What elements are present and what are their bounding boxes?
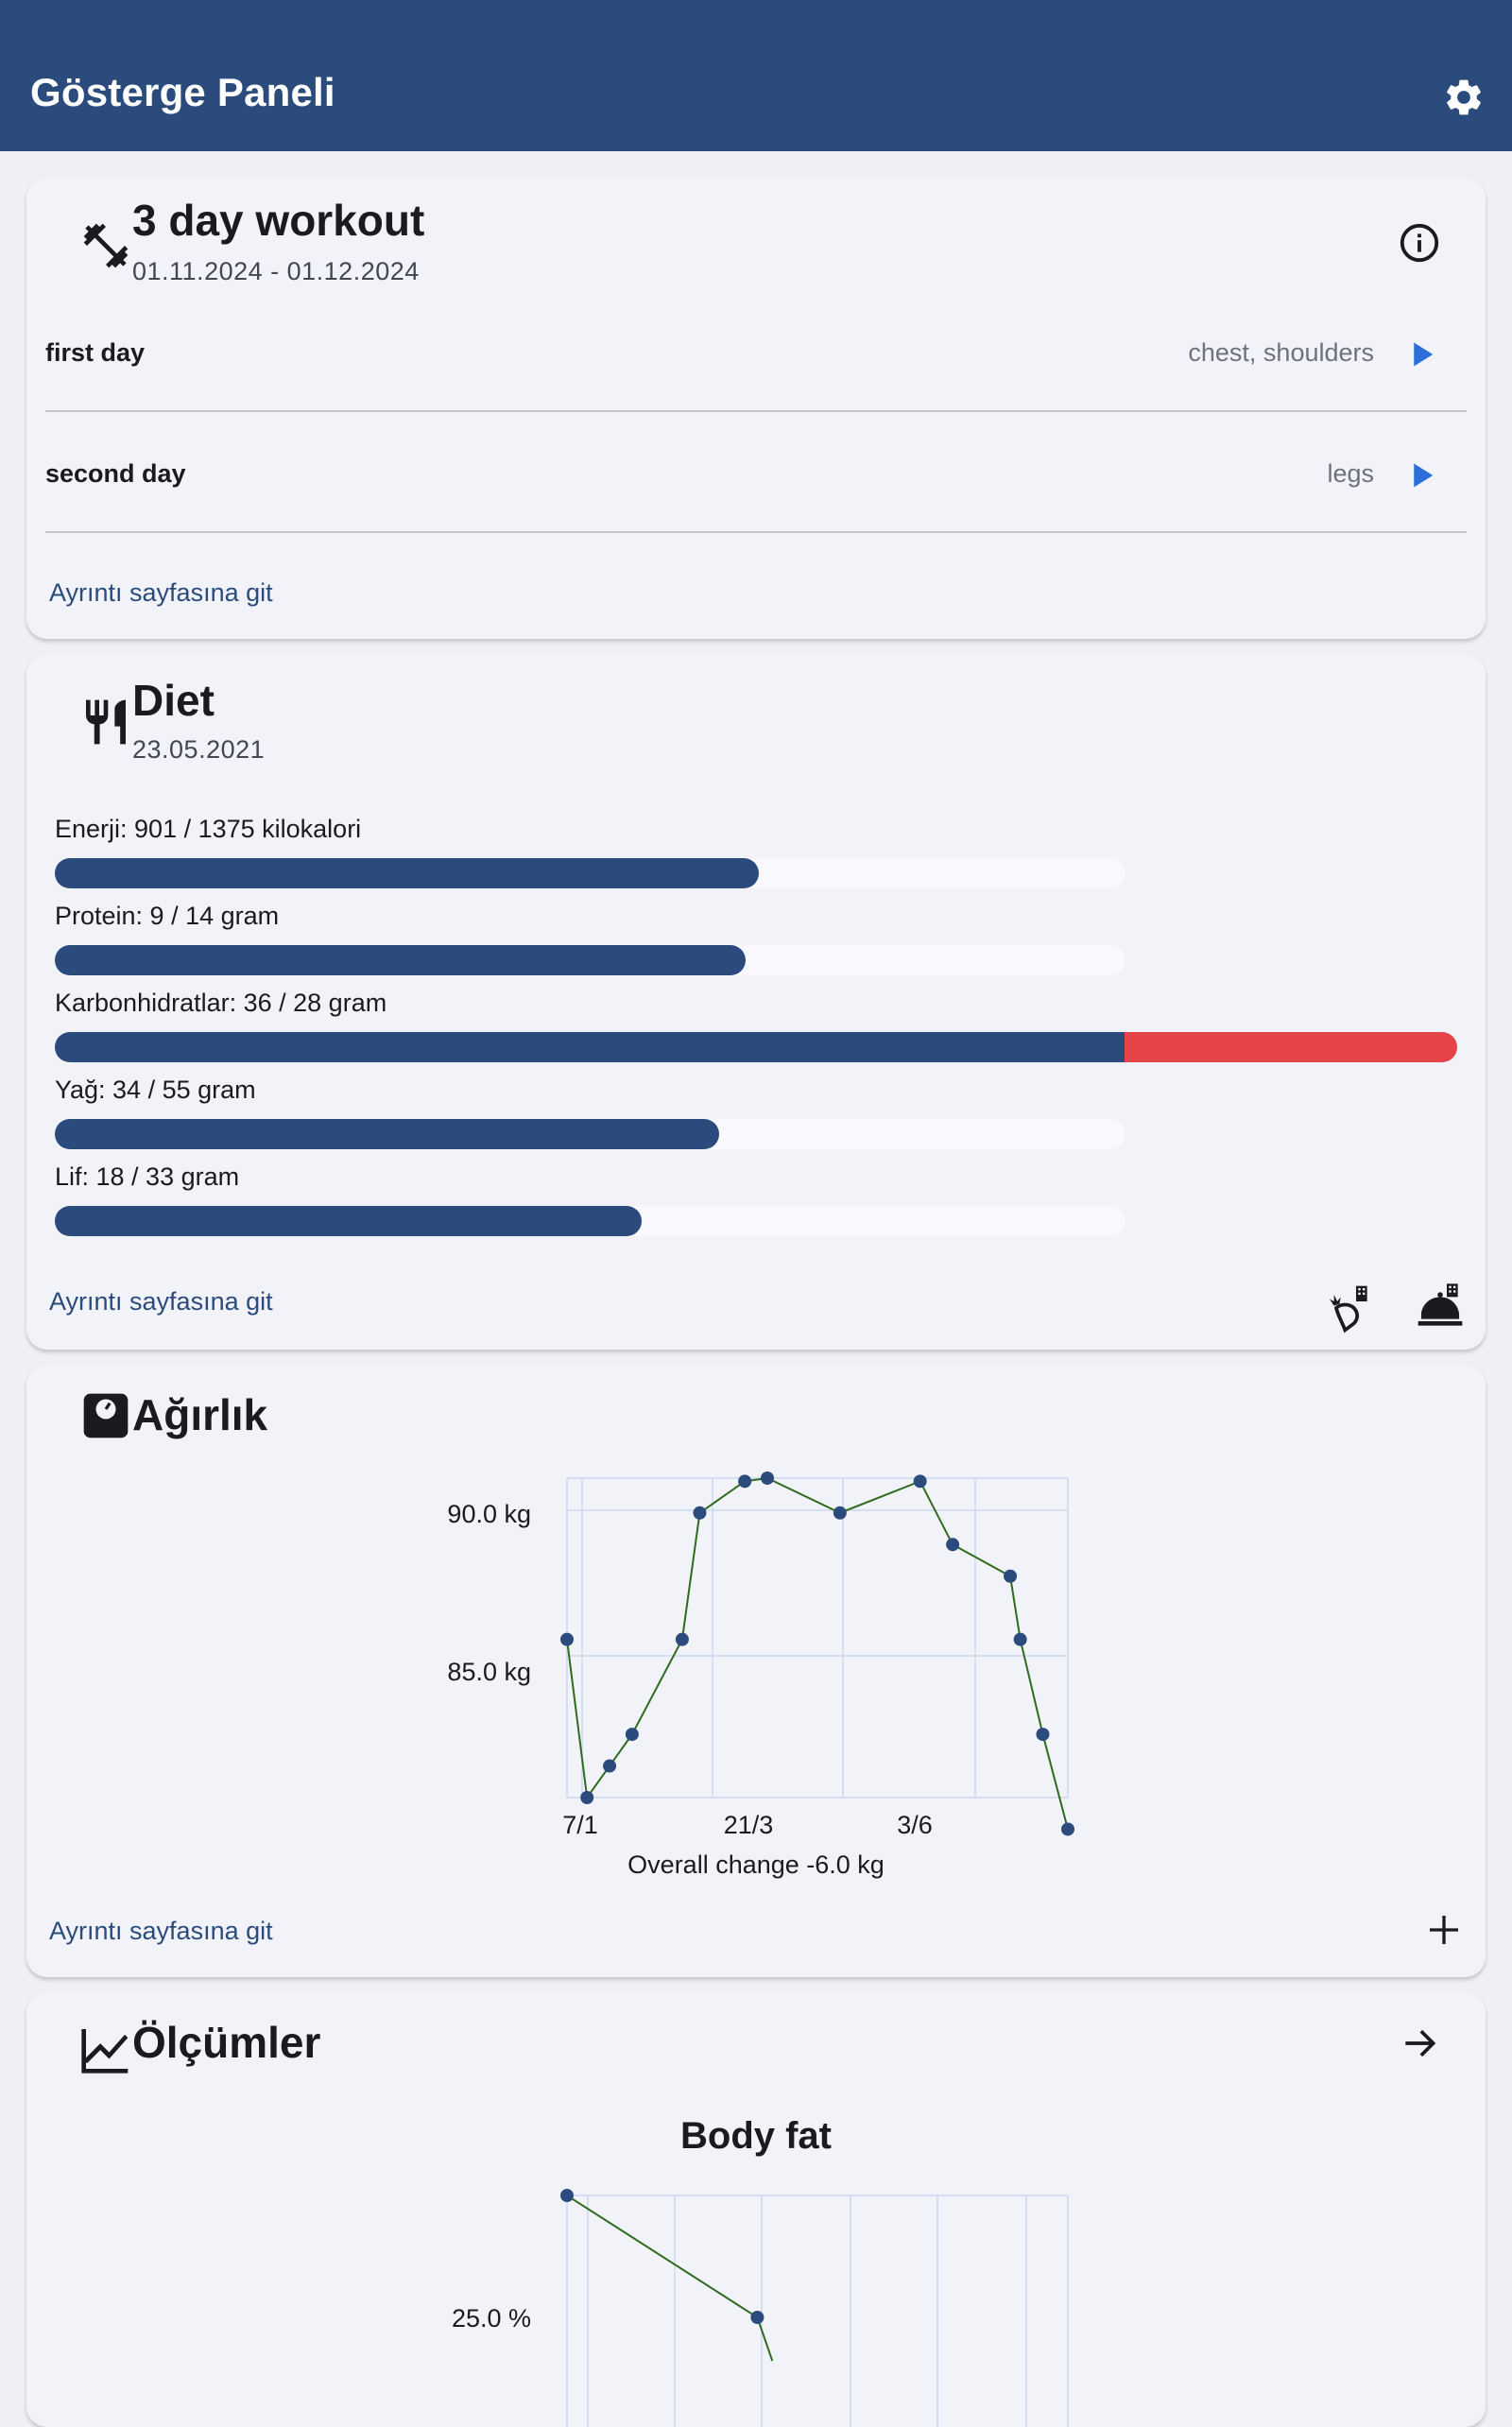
weight-data-point	[693, 1506, 707, 1520]
nutrient-progress-fill	[55, 945, 747, 975]
nutrient-progress-fill	[55, 1206, 642, 1236]
body-fat-title: Body fat	[680, 2115, 832, 2157]
weight-data-point	[675, 1632, 689, 1646]
nutrient-label: Lif: 18 / 33 gram	[55, 1162, 240, 1191]
nutrient-progress-track	[55, 858, 1125, 888]
weight-data-point	[580, 1791, 594, 1804]
day-name: second day	[45, 459, 186, 488]
weight-series-line	[566, 1476, 1069, 1830]
x-tick-label: 7/1	[562, 1811, 598, 1837]
workout-day-row[interactable]: second day legs	[45, 414, 1467, 533]
workout-card: 3 day workout 01.11.2024 - 01.12.2024 fi…	[26, 178, 1486, 639]
nutrient-progress-track	[55, 1032, 1457, 1062]
weight-title: Ağırlık	[132, 1390, 268, 1439]
weight-data-point	[1004, 1569, 1018, 1583]
divider	[45, 410, 1467, 412]
play-icon[interactable]	[1408, 340, 1436, 369]
page-title: Gösterge Paneli	[30, 70, 335, 114]
carrot-icon[interactable]	[1323, 1282, 1376, 1334]
play-icon[interactable]	[1408, 461, 1436, 490]
day-muscles: legs	[1327, 459, 1374, 488]
nutrient-label: Yağ: 34 / 55 gram	[55, 1076, 256, 1104]
dumbbell-icon	[83, 223, 129, 268]
y-tick-label: 85.0 kg	[447, 1658, 531, 1686]
workout-title: 3 day workout	[132, 196, 425, 245]
x-tick-label: 3/6	[897, 1811, 933, 1837]
weight-data-point	[1036, 1728, 1050, 1742]
weight-detail-link[interactable]: Ayrıntı sayfasına git	[49, 1917, 273, 1945]
weight-data-point	[913, 1474, 927, 1489]
weight-overall-change: Overall change -6.0 kg	[627, 1850, 885, 1879]
weight-data-point	[946, 1538, 960, 1552]
weight-data-point	[761, 1472, 774, 1485]
nutrient-label: Enerji: 901 / 1375 kilokalori	[55, 815, 362, 843]
workout-dates: 01.11.2024 - 01.12.2024	[132, 257, 420, 285]
nutrient-progress-fill	[55, 1119, 720, 1149]
weight-data-point	[625, 1728, 639, 1742]
day-name: first day	[45, 338, 146, 367]
body-fat-series-line	[566, 2195, 774, 2362]
scale-icon	[83, 1393, 129, 1438]
nutrient-progress-fill	[55, 1032, 1125, 1062]
nutrient-over-goal-fill	[1125, 1032, 1457, 1062]
nutrient-progress-track	[55, 1119, 1125, 1149]
weight-data-point	[1013, 1632, 1027, 1646]
weight-data-point	[833, 1506, 847, 1520]
app-bar: Gösterge Paneli	[0, 0, 1512, 151]
info-icon[interactable]	[1398, 221, 1441, 265]
x-tick-label: 21/3	[724, 1811, 774, 1837]
line-chart-icon	[81, 2029, 129, 2074]
weight-data-point	[738, 1474, 752, 1489]
weight-data-point	[603, 1759, 617, 1773]
weight-card: Ağırlık 90.0 kg 85.0 kg 7/1 21/3 3/6 Overall…	[26, 1365, 1486, 1977]
diet-title: Diet	[132, 676, 215, 725]
nutrient-label: Karbonhidratlar: 36 / 28 gram	[55, 989, 387, 1017]
weight-chart: 90.0 kg 85.0 kg 7/1 21/3 3/6	[447, 1472, 1074, 1837]
measurements-card: Ölçümler Body fat 25.0 %	[26, 1992, 1486, 2427]
measurements-title: Ölçümler	[132, 2018, 321, 2067]
body-fat-data-point	[560, 2189, 574, 2203]
divider	[45, 531, 1467, 533]
diet-card: Diet 23.05.2021 Enerji: 901 / 1375 kilok…	[26, 654, 1486, 1350]
weight-data-point	[1061, 1822, 1074, 1836]
meal-cloche-icon[interactable]	[1414, 1282, 1467, 1334]
arrow-right-icon[interactable]	[1399, 2022, 1440, 2064]
diet-detail-link[interactable]: Ayrıntı sayfasına git	[49, 1287, 273, 1316]
nutrient-progress-track	[55, 945, 1125, 975]
workout-detail-link[interactable]: Ayrıntı sayfasına git	[49, 578, 273, 607]
y-tick-label: 25.0 %	[452, 2304, 531, 2332]
nutrient-progress-track	[55, 1206, 1125, 1236]
gear-icon[interactable]	[1442, 76, 1486, 119]
body-fat-data-point	[750, 2311, 765, 2324]
weight-data-point	[560, 1632, 574, 1646]
nutrient-label: Protein: 9 / 14 gram	[55, 902, 280, 930]
nutrient-progress-fill	[55, 858, 760, 888]
body-fat-chart: 25.0 %	[452, 2189, 1069, 2427]
y-tick-label: 90.0 kg	[447, 1500, 531, 1528]
diet-date: 23.05.2021	[132, 735, 266, 764]
day-muscles: chest, shoulders	[1188, 338, 1374, 367]
workout-day-row[interactable]: first day chest, shoulders	[45, 293, 1467, 412]
cutlery-icon	[86, 699, 126, 745]
add-icon[interactable]	[1425, 1911, 1463, 1949]
